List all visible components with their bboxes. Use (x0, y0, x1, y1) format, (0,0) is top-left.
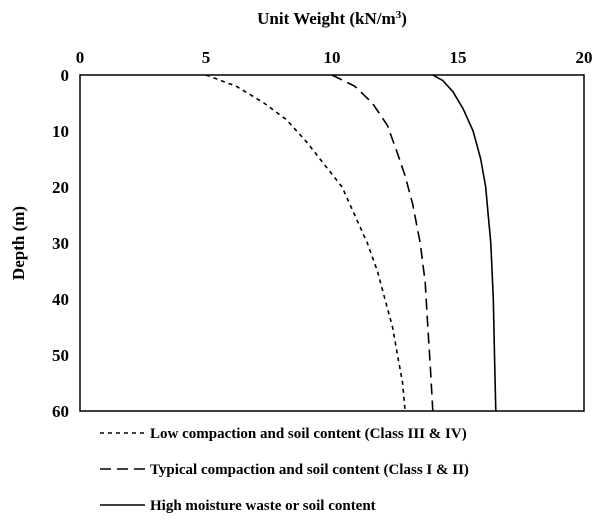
y-tick-label: 0 (61, 66, 70, 85)
series-line-1 (205, 74, 406, 412)
x-tick-label: 5 (202, 48, 211, 67)
y-tick-label: 40 (52, 290, 69, 309)
x-tick-label: 15 (450, 48, 467, 67)
y-tick-labels: 0 10 20 30 40 50 60 (52, 66, 69, 421)
plot-frame (79, 74, 585, 412)
legend-label-2: Typical compaction and soil content (Cla… (150, 462, 469, 478)
y-tick-label: 30 (52, 234, 69, 253)
legend-label-3: High moisture waste or soil content (150, 498, 376, 514)
legend: Low compaction and soil content (Class I… (100, 426, 469, 514)
y-axis-title: Depth (m) (9, 206, 28, 280)
x-tick-label: 10 (324, 48, 341, 67)
x-tick-label: 0 (76, 48, 85, 67)
series-line-3 (432, 74, 497, 412)
y-tick-label: 60 (52, 402, 69, 421)
x-tick-label: 20 (576, 48, 593, 67)
x-tick-labels: 0 5 10 15 20 (76, 48, 593, 67)
y-tick-label: 20 (52, 178, 69, 197)
y-tick-label: 10 (52, 122, 69, 141)
y-tick-label: 50 (52, 346, 69, 365)
x-axis-title: Unit Weight (kN/m3) (257, 9, 407, 28)
series-line-2 (331, 74, 434, 412)
series-lines (205, 74, 497, 412)
legend-label-1: Low compaction and soil content (Class I… (150, 426, 467, 442)
